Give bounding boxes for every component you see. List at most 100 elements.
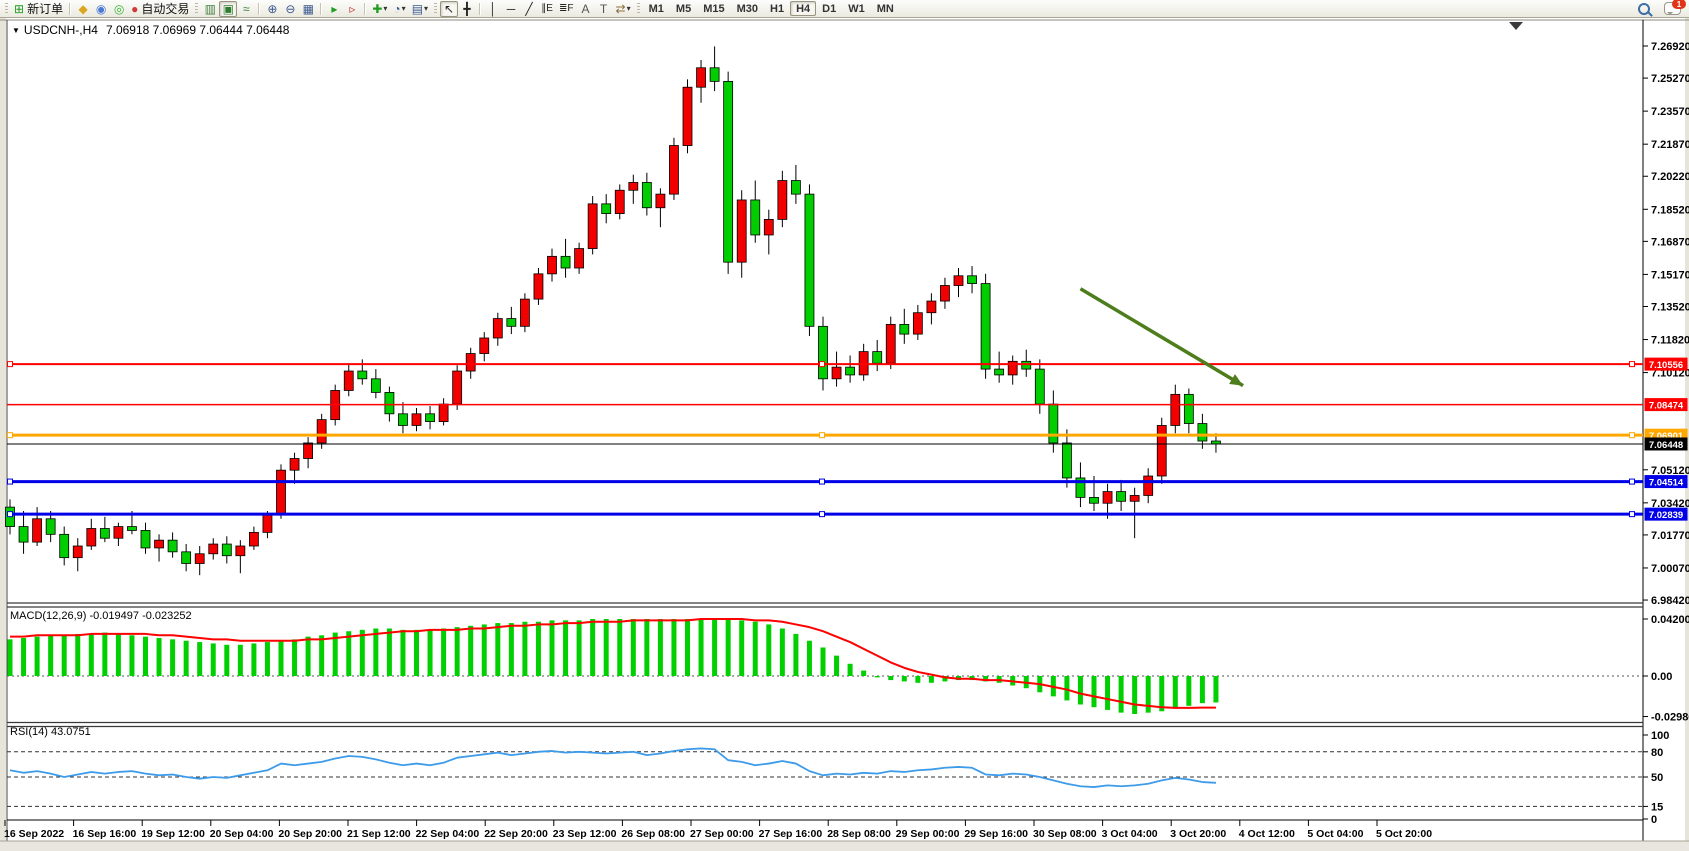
chart-shift-button[interactable]: ▹	[343, 1, 361, 17]
text-button[interactable]: A	[577, 1, 595, 17]
candle-down	[221, 543, 232, 557]
timeframe-W1[interactable]: W1	[848, 2, 865, 15]
hline-handle[interactable]	[1629, 361, 1635, 368]
timeframe-M30[interactable]: M30	[736, 2, 758, 15]
toolbar-right: 1	[1638, 0, 1686, 15]
tile-windows-button[interactable]: ▦	[299, 1, 317, 17]
auto-scroll-button[interactable]: ▸	[325, 1, 343, 17]
zoom-in-button[interactable]: ⊕	[263, 1, 281, 17]
timeframe-MN[interactable]: MN	[876, 2, 894, 15]
zoom-out-button[interactable]: ⊖	[281, 1, 299, 17]
timeframe-M1[interactable]: M1	[648, 2, 664, 15]
timeframe-H1[interactable]: H1	[770, 2, 785, 15]
macd-bar	[115, 633, 121, 676]
main-macd-splitter[interactable]	[7, 602, 1643, 608]
indicators-button[interactable]: ✚ ▾	[369, 1, 390, 17]
toolbar-separator	[258, 2, 261, 15]
line-chart-button[interactable]: ≈	[237, 1, 255, 17]
hline-handle[interactable]	[7, 478, 13, 485]
indicators-icon: ✚	[372, 1, 383, 16]
gold-icon: ◆	[78, 1, 88, 16]
text-label-button[interactable]: T	[595, 1, 613, 17]
toolbar-grip[interactable]	[434, 2, 438, 15]
macd-bar	[468, 625, 474, 676]
macd-bar	[224, 644, 230, 676]
vertical-line-button[interactable]: │	[484, 1, 502, 17]
hline-handle[interactable]	[7, 361, 13, 368]
candle-up	[316, 419, 327, 444]
signals-button[interactable]: ◎	[110, 1, 128, 17]
macd-bar	[1118, 676, 1124, 713]
macd-bar	[1091, 676, 1097, 708]
new-order-button[interactable]: ⊞ 新订单	[11, 1, 66, 17]
fibonacci-button[interactable]: ≣F	[556, 1, 577, 17]
macd-bar	[305, 636, 311, 676]
macd-bar	[359, 629, 365, 676]
candle-down	[1021, 360, 1032, 370]
cursor-button[interactable]: ↖	[440, 0, 459, 17]
toolbar-grip[interactable]	[195, 2, 199, 15]
hline-handle[interactable]	[1629, 478, 1635, 485]
macd-bar	[210, 643, 216, 676]
macd-bar	[441, 628, 447, 676]
candle-down	[1197, 423, 1208, 442]
fibonacci-icon: ≣F	[559, 2, 574, 14]
periods-button[interactable]: ◔ ▾	[390, 1, 408, 17]
crosshair-button[interactable]: ╋	[458, 1, 476, 17]
axis-layer: 7.26920 7.25270 7.23570 7.21870 7.20220 7.185…	[4, 41, 1689, 840]
search-icon[interactable]	[1638, 2, 1650, 15]
candle-down	[59, 533, 70, 559]
candlestick-chart-button[interactable]: ▣	[219, 0, 238, 17]
candle-down	[791, 180, 801, 195]
hline-handle[interactable]	[7, 432, 13, 439]
templates-button[interactable]: ▤ ▾	[409, 1, 431, 17]
hline-handle[interactable]	[819, 432, 825, 439]
hline-handle[interactable]	[819, 511, 825, 518]
chart-shift-marker[interactable]	[1509, 22, 1523, 30]
hline-handle[interactable]	[1629, 511, 1635, 518]
bar-chart-button[interactable]: ▥	[201, 1, 219, 17]
toolbar-grip[interactable]	[636, 2, 640, 15]
candle-up	[547, 255, 557, 275]
timeframe-H4[interactable]: H4	[790, 1, 817, 16]
chat-icon[interactable]: 1	[1664, 0, 1686, 15]
hline-handle[interactable]	[819, 361, 825, 368]
macd-bar	[671, 619, 677, 676]
time-label: 27 Sep 00:00	[690, 828, 754, 840]
new-order-label: 新订单	[27, 2, 64, 16]
price-tick-label: 7.05120	[1651, 465, 1689, 477]
macd-bar	[820, 647, 826, 676]
arrows-button[interactable]: ⇄ ▾	[613, 1, 634, 17]
macd-rsi-splitter[interactable]	[7, 721, 1643, 728]
trendline-button[interactable]: ╱	[520, 1, 538, 17]
cursor-icon: ↖	[444, 1, 455, 16]
toolbar-grip[interactable]	[5, 2, 8, 15]
macd-bar	[739, 620, 745, 676]
macd-bar	[414, 629, 419, 676]
hline-handle[interactable]	[819, 478, 825, 485]
auto-trading-icon: ●	[131, 1, 139, 16]
macd-bar	[292, 639, 298, 676]
hline-handle[interactable]	[7, 511, 13, 518]
timeframe-M15[interactable]: M15	[703, 2, 725, 15]
timeframe-M5[interactable]: M5	[675, 2, 692, 15]
gold-button[interactable]: ◆	[74, 1, 92, 17]
macd-bar	[400, 629, 406, 676]
channel-button[interactable]: ∥E	[538, 1, 556, 17]
zoom-out-icon: ⊖	[285, 1, 296, 16]
trend-arrow-line[interactable]	[1079, 287, 1244, 388]
community-button[interactable]: ◉	[92, 1, 110, 17]
chart-title: ▼ USDCNH-,H4 7.06918 7.06969 7.06444 7.064…	[12, 23, 289, 37]
macd-bar	[915, 676, 921, 683]
auto-trading-button[interactable]: ● 自动交易	[128, 1, 192, 17]
horizontal-line-button[interactable]: ─	[502, 1, 520, 17]
hline-handle[interactable]	[1629, 432, 1635, 439]
candle-up	[912, 312, 923, 335]
periods-icon: ◔	[393, 1, 401, 16]
timeframe-D1[interactable]: D1	[822, 2, 837, 15]
price-badge-label: 7.04514	[1649, 477, 1684, 488]
macd-bar	[495, 623, 501, 676]
toolbar-separator	[479, 2, 482, 15]
macd-bar	[576, 620, 582, 676]
